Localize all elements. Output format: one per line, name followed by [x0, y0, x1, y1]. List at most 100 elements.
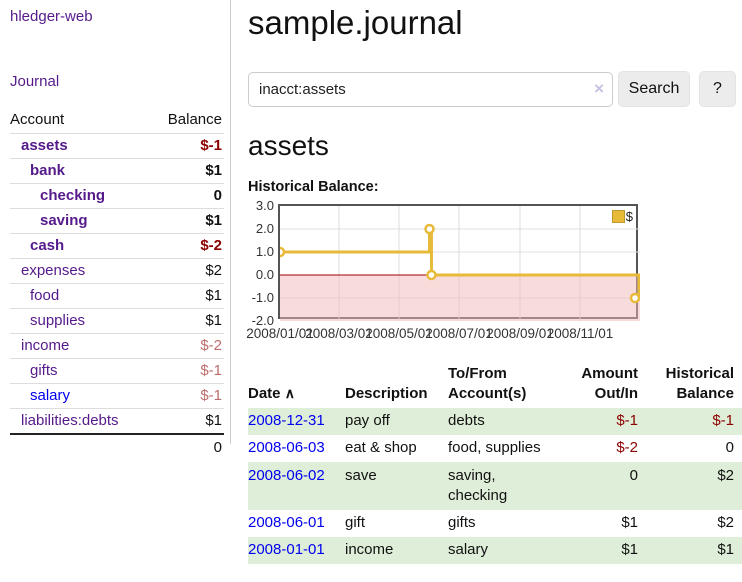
transaction-accounts: debts: [448, 412, 485, 429]
sidebar: hledger-web Journal Account Balance asse…: [0, 0, 231, 456]
sidebar-account-cash[interactable]: cash: [30, 237, 65, 254]
account-row-cash: cash $-2: [10, 232, 224, 258]
transaction-accounts: food, supplies: [448, 439, 541, 457]
sidebar-account-income[interactable]: income: [21, 337, 70, 354]
balance-expenses: $2: [205, 262, 222, 279]
search-button[interactable]: Search: [618, 71, 690, 107]
transaction-balance: $2: [717, 466, 734, 484]
sidebar-total: 0: [10, 432, 224, 460]
transaction-description: gift: [345, 514, 366, 531]
clear-search-icon[interactable]: ×: [594, 78, 604, 98]
amount-column-header: Amount Out/In: [581, 365, 638, 403]
search-input[interactable]: [248, 71, 613, 107]
transaction-balance: 0: [725, 439, 734, 457]
help-button[interactable]: ?: [699, 71, 736, 107]
sidebar-account-saving[interactable]: saving: [40, 212, 88, 229]
page-title: sample.journal: [248, 4, 463, 41]
y-tick: 3.0: [255, 198, 274, 213]
transactions-table: Date ∧ Description To/From Account(s) Am…: [248, 362, 742, 564]
transaction-accounts: gifts: [448, 514, 476, 531]
chart-canvas: [274, 206, 641, 321]
balance-liabilities-debts: $1: [205, 412, 222, 429]
y-tick: 2.0: [255, 221, 274, 236]
transaction-accounts: salary: [448, 541, 489, 559]
account-row-food: food $1: [10, 282, 224, 308]
transaction-date-link[interactable]: 2008-06-02: [248, 466, 325, 484]
x-tick: 2008/03/01: [305, 326, 373, 341]
sidebar-item-journal[interactable]: Journal: [10, 73, 60, 90]
account-heading: assets: [248, 130, 329, 161]
transaction-description: save: [345, 466, 377, 484]
search-form: × Search ?: [248, 71, 742, 107]
sort-ascending-icon: ∧: [284, 385, 295, 402]
transaction-row: 2008-06-03 eat & shop food, supplies $-2…: [248, 435, 742, 462]
transaction-balance: $1: [717, 541, 734, 559]
legend-swatch-icon: [611, 210, 625, 223]
x-tick: 2008/05/01: [365, 326, 433, 341]
transaction-row: 2008-01-01 income salary $1 $1: [248, 536, 742, 564]
sidebar-account-salary[interactable]: salary: [30, 387, 71, 404]
balance-gifts: $-1: [200, 362, 222, 379]
y-tick: -1.0: [251, 290, 274, 305]
chart-plot-area[interactable]: $: [274, 204, 641, 321]
balance-bank: $1: [205, 162, 222, 179]
transaction-amount: $-1: [616, 412, 638, 429]
sidebar-account-gifts[interactable]: gifts: [30, 362, 58, 379]
balance-salary: $-1: [200, 387, 222, 404]
account-row-checking: checking 0: [10, 182, 224, 208]
y-tick: 0.0: [255, 267, 274, 282]
account-row-salary: salary $-1: [10, 382, 224, 408]
account-row-bank: bank $1: [10, 157, 224, 183]
x-tick: 2008/11/01: [546, 326, 614, 341]
transaction-date-link[interactable]: 2008-01-01: [248, 541, 325, 559]
transaction-description: pay off: [345, 412, 390, 429]
app-title-link[interactable]: hledger-web: [10, 8, 93, 25]
legend-label: $: [625, 209, 633, 224]
sidebar-account-supplies[interactable]: supplies: [30, 312, 86, 329]
transaction-accounts: saving, checking: [448, 466, 508, 504]
account-row-gifts: gifts $-1: [10, 357, 224, 383]
chart-title: Historical Balance:: [248, 179, 379, 195]
account-row-income: income $-2: [10, 332, 224, 358]
date-header-label: Date: [248, 385, 281, 403]
main-content: sample.journal × Search ? assets Histori…: [246, 0, 742, 564]
account-table-header: Account Balance: [10, 107, 224, 133]
transaction-date-link[interactable]: 2008-06-03: [248, 439, 325, 457]
sidebar-account-liabilities-debts[interactable]: liabilities:debts: [21, 412, 119, 429]
transaction-balance: $2: [717, 514, 734, 531]
balance-food: $1: [205, 287, 222, 304]
balance-checking: 0: [213, 187, 222, 204]
transaction-date-link[interactable]: 2008-12-31: [248, 412, 325, 429]
account-row-saving: saving $1: [10, 207, 224, 233]
sidebar-account-bank[interactable]: bank: [30, 162, 66, 179]
sidebar-account-food[interactable]: food: [30, 287, 60, 304]
balance-assets: $-1: [200, 137, 222, 154]
transaction-row: 2008-06-02 save saving, checking 0 $2: [248, 462, 742, 510]
transaction-amount: $1: [621, 541, 638, 559]
transaction-description: income: [345, 541, 394, 559]
transaction-row: 2008-06-01 gift gifts $1 $2: [248, 510, 742, 537]
transaction-amount: 0: [629, 466, 638, 484]
transaction-description: eat & shop: [345, 439, 417, 457]
balance-cash: $-2: [200, 237, 222, 254]
sidebar-account-expenses[interactable]: expenses: [21, 262, 86, 279]
x-tick: 2008/07/01: [425, 326, 493, 341]
balance-income: $-2: [200, 337, 222, 354]
balance-supplies: $1: [205, 312, 222, 329]
transaction-amount: $1: [621, 514, 638, 531]
account-row-assets: assets $-1: [10, 132, 224, 158]
transaction-amount: $-2: [616, 439, 638, 457]
historical-balance-chart: 3.0 2.0 1.0 0.0 -1.0 -2.0 $ 2008/01/01 2…: [246, 198, 742, 346]
accounts-column-header: To/From Account(s): [448, 365, 527, 403]
sidebar-account-checking[interactable]: checking: [40, 187, 106, 204]
transaction-date-link[interactable]: 2008-06-01: [248, 514, 325, 531]
account-row-expenses: expenses $2: [10, 257, 224, 283]
y-tick: 1.0: [255, 244, 274, 259]
transaction-balance: $-1: [712, 412, 734, 429]
chart-legend: $: [611, 209, 633, 224]
sidebar-account-assets[interactable]: assets: [21, 137, 68, 154]
transactions-header-row: Date ∧ Description To/From Account(s) Am…: [248, 362, 742, 408]
account-row-liabilities-debts: liabilities:debts $1: [10, 407, 224, 433]
date-column-header[interactable]: Date ∧: [248, 362, 345, 408]
balance-column-header: Balance: [167, 110, 222, 128]
